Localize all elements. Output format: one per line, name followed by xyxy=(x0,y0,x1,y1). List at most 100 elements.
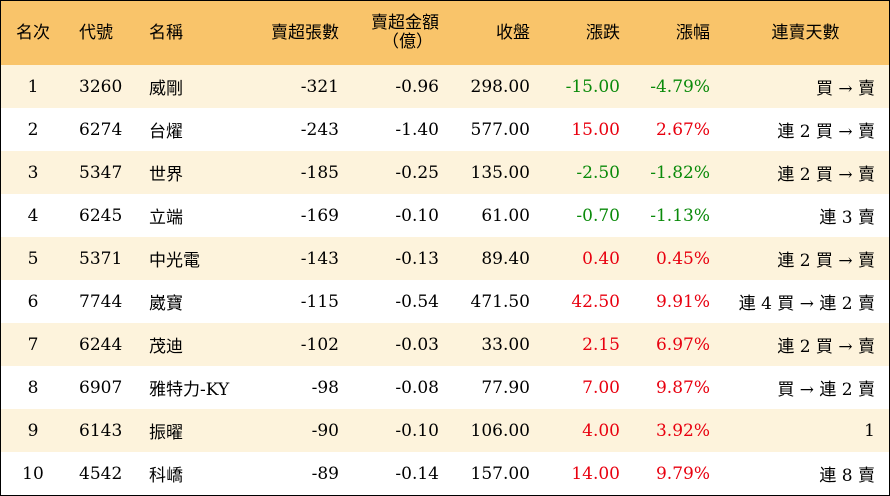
name-cell: 崴寶 xyxy=(149,294,183,314)
rank-cell: 1 xyxy=(27,76,39,97)
table-row: 8 6907 雅特力-KY -98 -0.08 77.90 7.00 9.87% 買 → 連 2… xyxy=(1,366,889,409)
header-streak: 連賣天數 xyxy=(771,22,840,43)
table-row: 2 6274 台燿 -243 -1.40 577.00 15.00 2.67% 連 2 買 → … xyxy=(1,108,889,151)
change-cell: 0.40 xyxy=(582,248,620,269)
rank-cell: 2 xyxy=(27,119,39,140)
name-cell: 科嶠 xyxy=(149,466,183,486)
rank-cell: 9 xyxy=(27,420,39,441)
table-row: 1 3260 威剛 -321 -0.96 298.00 -15.00 -4.79% 買 → 賣 xyxy=(1,65,889,108)
header-change-pct: 漲幅 xyxy=(676,22,710,43)
rank-cell: 10 xyxy=(22,463,44,484)
net-sell-lots-cell: -243 xyxy=(300,119,339,140)
code-cell: 6907 xyxy=(79,377,123,398)
table-row: 9 6143 振曜 -90 -0.10 106.00 4.00 3.92% 1 xyxy=(1,409,889,452)
change-cell: 2.15 xyxy=(582,334,620,355)
code-cell: 6245 xyxy=(79,205,123,226)
header-name: 名稱 xyxy=(149,22,183,43)
streak-cell: 連 4 買 → 連 2 賣 xyxy=(738,294,875,314)
header-net-sell-amount-line2: （億） xyxy=(382,32,433,52)
rank-cell: 3 xyxy=(27,162,39,183)
code-cell: 4542 xyxy=(79,463,123,484)
streak-cell: 連 2 買 → 賣 xyxy=(777,122,875,142)
table-row: 6 7744 崴寶 -115 -0.54 471.50 42.50 9.91% 連 4 買 → … xyxy=(1,280,889,323)
rank-cell: 8 xyxy=(27,377,39,398)
close-price-cell: 298.00 xyxy=(470,76,530,97)
change-cell: 42.50 xyxy=(571,291,620,312)
net-sell-amount-cell: -0.10 xyxy=(395,420,439,441)
net-sell-amount-cell: -0.14 xyxy=(395,463,439,484)
streak-cell: 連 2 買 → 賣 xyxy=(777,337,875,357)
rank-cell: 6 xyxy=(27,291,39,312)
net-sell-amount-cell: -0.08 xyxy=(395,377,439,398)
close-price-cell: 33.00 xyxy=(481,334,530,355)
streak-cell: 連 2 買 → 賣 xyxy=(777,251,875,271)
net-sell-lots-cell: -321 xyxy=(300,76,339,97)
table-row: 10 4542 科嶠 -89 -0.14 157.00 14.00 9.79% 連 8 賣 xyxy=(1,452,889,495)
close-price-cell: 106.00 xyxy=(470,420,530,441)
change-pct-cell: 0.45% xyxy=(655,248,710,269)
net-sell-amount-cell: -0.03 xyxy=(395,334,439,355)
close-price-cell: 89.40 xyxy=(481,248,530,269)
close-price-cell: 471.50 xyxy=(470,291,530,312)
code-cell: 5371 xyxy=(79,248,123,269)
table-header: 名次 代號 名稱 賣超張數 賣超金額 （億） 收盤 漲跌 漲幅 連賣天數 xyxy=(1,1,889,65)
change-pct-cell: -1.82% xyxy=(650,162,710,183)
change-pct-cell: 2.67% xyxy=(655,119,710,140)
change-pct-cell: -4.79% xyxy=(650,76,710,97)
change-cell: 4.00 xyxy=(582,420,620,441)
net-sell-amount-cell: -0.96 xyxy=(395,76,439,97)
header-net-sell-amount-line1: 賣超金額 xyxy=(371,13,439,33)
table-row: 3 5347 世界 -185 -0.25 135.00 -2.50 -1.82% 連 2 買 →… xyxy=(1,151,889,194)
net-sell-lots-cell: -90 xyxy=(311,420,339,441)
close-price-cell: 577.00 xyxy=(470,119,530,140)
header-close: 收盤 xyxy=(496,22,530,43)
net-sell-lots-cell: -102 xyxy=(300,334,339,355)
close-price-cell: 157.00 xyxy=(470,463,530,484)
header-rank: 名次 xyxy=(16,22,50,43)
header-change: 漲跌 xyxy=(586,22,620,43)
code-cell: 6244 xyxy=(79,334,123,355)
code-cell: 6274 xyxy=(79,119,123,140)
header-code: 代號 xyxy=(79,22,113,43)
change-pct-cell: 6.97% xyxy=(655,334,710,355)
rank-cell: 4 xyxy=(27,205,39,226)
change-cell: -15.00 xyxy=(565,76,620,97)
name-cell: 世界 xyxy=(149,165,183,185)
streak-cell: 1 xyxy=(864,420,875,441)
name-cell: 立端 xyxy=(149,208,183,228)
close-price-cell: 135.00 xyxy=(470,162,530,183)
change-pct-cell: 9.87% xyxy=(655,377,710,398)
net-sell-amount-cell: -0.54 xyxy=(395,291,439,312)
name-cell: 茂迪 xyxy=(149,337,183,357)
code-cell: 6143 xyxy=(79,420,123,441)
header-row: 名次 代號 名稱 賣超張數 賣超金額 （億） 收盤 漲跌 漲幅 連賣天數 xyxy=(1,1,889,65)
name-cell: 威剛 xyxy=(149,79,183,99)
change-cell: 15.00 xyxy=(571,119,620,140)
net-sell-lots-cell: -115 xyxy=(300,291,339,312)
net-sell-amount-cell: -0.25 xyxy=(395,162,439,183)
streak-cell: 連 2 買 → 賣 xyxy=(777,165,875,185)
table-row: 4 6245 立端 -169 -0.10 61.00 -0.70 -1.13% 連 3 賣 xyxy=(1,194,889,237)
rank-cell: 5 xyxy=(27,248,39,269)
net-sell-lots-cell: -143 xyxy=(300,248,339,269)
change-pct-cell: 9.79% xyxy=(655,463,710,484)
code-cell: 5347 xyxy=(79,162,123,183)
streak-cell: 買 → 賣 xyxy=(815,79,875,99)
table-row: 7 6244 茂迪 -102 -0.03 33.00 2.15 6.97% 連 2 買 → 賣 xyxy=(1,323,889,366)
header-net-sell-amount: 賣超金額 （億） xyxy=(351,1,451,65)
code-cell: 7744 xyxy=(79,291,123,312)
net-sell-lots-cell: -169 xyxy=(300,205,339,226)
change-pct-cell: 3.92% xyxy=(655,420,710,441)
name-cell: 雅特力-KY xyxy=(149,380,230,400)
net-sell-lots-cell: -98 xyxy=(311,377,339,398)
net-sell-amount-cell: -0.13 xyxy=(395,248,439,269)
header-net-sell-lots: 賣超張數 xyxy=(271,22,339,43)
net-sell-amount-cell: -1.40 xyxy=(395,119,439,140)
change-cell: 14.00 xyxy=(571,463,620,484)
streak-cell: 買 → 連 2 賣 xyxy=(777,380,875,400)
change-cell: -2.50 xyxy=(576,162,620,183)
net-sell-lots-cell: -89 xyxy=(311,463,339,484)
streak-cell: 連 8 賣 xyxy=(819,466,875,486)
